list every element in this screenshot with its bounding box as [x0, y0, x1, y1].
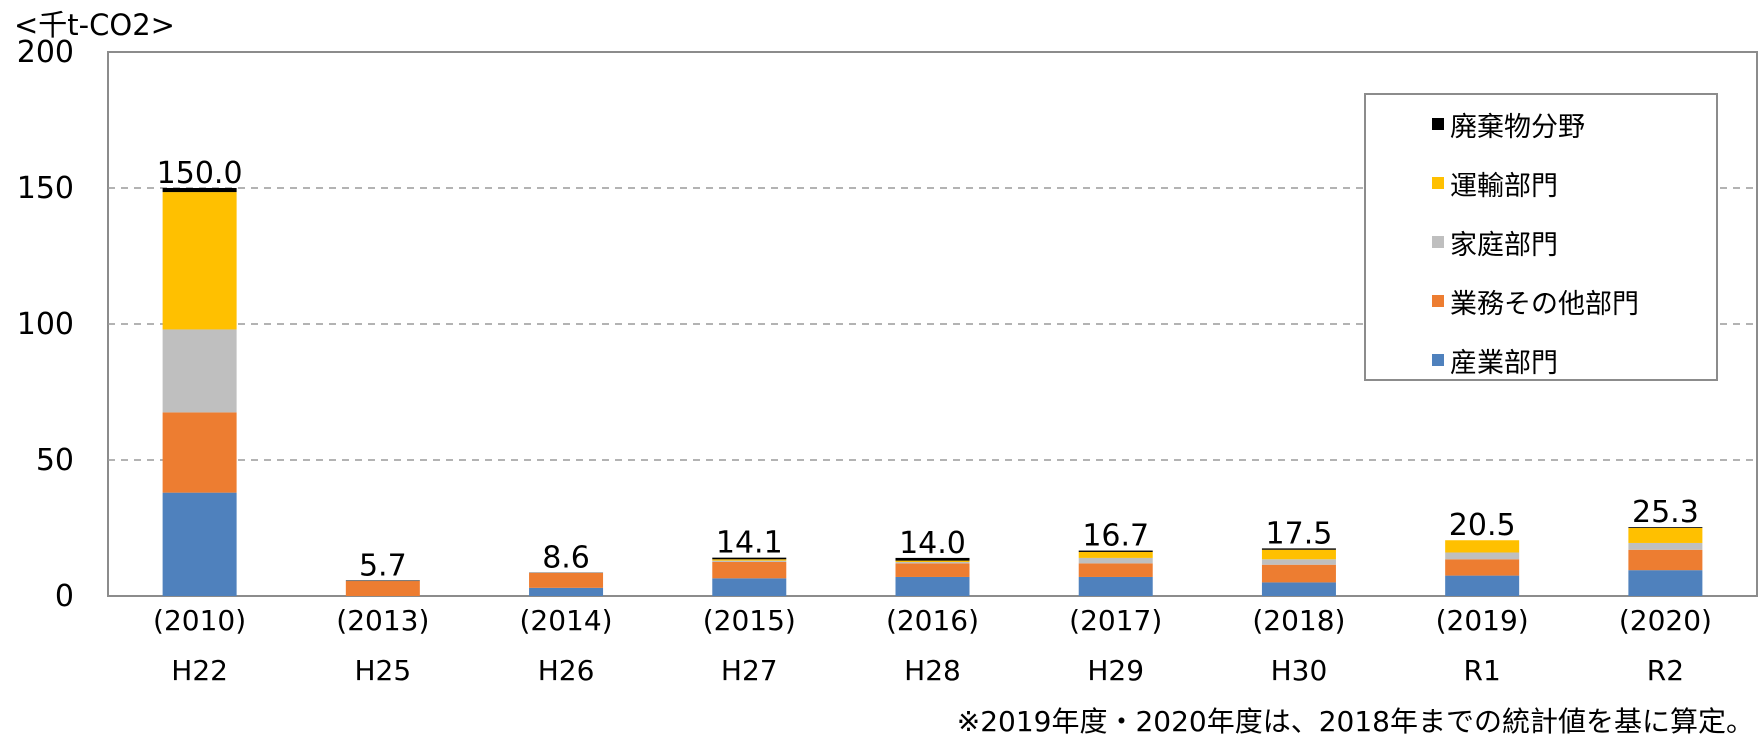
x-tick-label-era: H25 — [354, 654, 411, 687]
y-tick-label: 0 — [55, 579, 74, 614]
data-label-total: 150.0 — [157, 156, 243, 191]
legend-swatch — [1432, 236, 1444, 248]
bar-segment — [1079, 558, 1153, 563]
data-label-total: 25.3 — [1632, 495, 1699, 530]
x-tick-label-year: (2019) — [1436, 604, 1529, 637]
legend-label: 家庭部門 — [1450, 223, 1558, 262]
x-tick-label-era: H29 — [1087, 654, 1144, 687]
legend-label: 産業部門 — [1450, 341, 1558, 380]
bar-segment — [896, 577, 970, 596]
bar-segment — [896, 563, 970, 577]
x-tick-label-year: (2016) — [886, 604, 979, 637]
x-tick-label-year: (2020) — [1619, 604, 1712, 637]
bar-segment — [1445, 552, 1519, 559]
bar-segment — [1628, 570, 1702, 596]
bar-segment — [1262, 582, 1336, 596]
data-label-total: 17.5 — [1266, 516, 1333, 551]
x-tick-label-era: H28 — [904, 654, 961, 687]
bar-segment — [896, 562, 970, 563]
y-tick-label: 100 — [17, 307, 74, 342]
x-tick-label-year: (2018) — [1252, 604, 1345, 637]
x-tick-label-era: H27 — [721, 654, 778, 687]
bar-segment — [1262, 565, 1336, 583]
footnote: ※2019年度・2020年度は、2018年までの統計値を基に算定。 — [957, 700, 1754, 740]
legend-swatch — [1432, 118, 1444, 130]
bar-segment — [1262, 559, 1336, 564]
legend-swatch — [1432, 295, 1444, 307]
legend-swatch — [1432, 354, 1444, 366]
x-tick-label-year: (2013) — [336, 604, 429, 637]
x-tick-label-year: (2017) — [1069, 604, 1162, 637]
chart-legend: 廃棄物分野運輸部門家庭部門業務その他部門産業部門 — [1364, 93, 1718, 381]
data-label-total: 5.7 — [359, 548, 407, 583]
legend-item: 廃棄物分野 — [1432, 106, 1585, 142]
bar-segment — [1079, 577, 1153, 596]
legend-item: 家庭部門 — [1432, 224, 1558, 260]
legend-label: 廃棄物分野 — [1450, 105, 1585, 144]
y-tick-label: 200 — [17, 35, 74, 70]
bar-segment — [1445, 576, 1519, 596]
legend-item: 業務その他部門 — [1432, 283, 1639, 319]
data-label-total: 14.1 — [716, 526, 783, 561]
data-label-total: 16.7 — [1082, 519, 1149, 554]
bar-segment — [1628, 528, 1702, 543]
legend-label: 業務その他部門 — [1450, 282, 1639, 321]
x-tick-label-era: H30 — [1271, 654, 1328, 687]
bar-segment — [1628, 543, 1702, 550]
bar-segment — [163, 329, 237, 412]
data-label-total: 14.0 — [899, 526, 966, 561]
bar-segment — [712, 578, 786, 596]
legend-swatch — [1432, 177, 1444, 189]
bar-segment — [163, 412, 237, 492]
bar-segment — [163, 493, 237, 596]
x-tick-label-era: H26 — [538, 654, 595, 687]
bar-segment — [1079, 563, 1153, 577]
data-label-total: 20.5 — [1449, 508, 1516, 543]
bar-segment — [529, 588, 603, 596]
x-tick-label-year: (2014) — [520, 604, 613, 637]
bar-segment — [1628, 550, 1702, 570]
bar-segment — [712, 562, 786, 578]
y-tick-label: 150 — [17, 171, 74, 206]
x-tick-label-year: (2015) — [703, 604, 796, 637]
y-tick-label: 50 — [36, 443, 74, 478]
x-tick-label-era: H22 — [171, 654, 228, 687]
bar-segment — [163, 192, 237, 329]
data-label-total: 8.6 — [542, 541, 590, 576]
legend-label: 運輸部門 — [1450, 164, 1558, 203]
x-tick-label-era: R1 — [1464, 654, 1501, 687]
legend-item: 運輸部門 — [1432, 165, 1558, 201]
bar-segment — [712, 561, 786, 562]
legend-item: 産業部門 — [1432, 342, 1558, 378]
bar-segment — [1445, 559, 1519, 575]
x-tick-label-year: (2010) — [153, 604, 246, 637]
x-tick-label-era: R2 — [1647, 654, 1684, 687]
